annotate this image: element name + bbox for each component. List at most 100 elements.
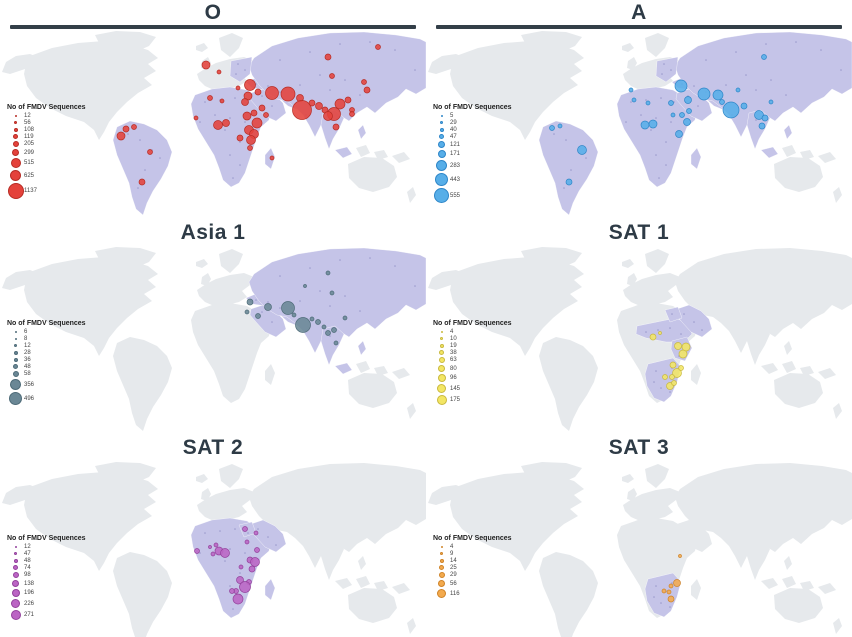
sequence-count-bubble xyxy=(303,284,307,288)
legend-swatch-cell xyxy=(7,344,24,348)
map-area: No of FMDV Sequences 4 10 19 38 63 80 96 145 175 xyxy=(426,246,852,435)
legend-value: 271 xyxy=(24,612,35,619)
country-marker-dot xyxy=(655,585,657,587)
sequence-count-bubble xyxy=(740,102,748,110)
sequence-count-bubble xyxy=(671,380,677,386)
legend-entry: 443 xyxy=(433,172,512,187)
legend-value: 356 xyxy=(24,381,35,388)
landmass xyxy=(392,583,410,594)
legend-value: 496 xyxy=(24,395,35,402)
sequence-count-bubble xyxy=(329,73,335,79)
legend-swatch-cell xyxy=(433,134,450,140)
country-marker-dot xyxy=(339,43,341,45)
legend-entry: 63 xyxy=(433,356,512,364)
legend-title: No of FMDV Sequences xyxy=(7,320,86,328)
legend-value: 443 xyxy=(450,176,461,183)
legend-circle-icon xyxy=(438,580,445,588)
legend-entries: 12 47 48 74 98 138 196 226 271 xyxy=(7,543,86,621)
landmass xyxy=(265,364,275,385)
legend-entry: 74 xyxy=(7,564,86,571)
legend-entry: 8 xyxy=(7,335,86,342)
sequence-count-bubble xyxy=(661,588,667,594)
legend-circle-icon xyxy=(10,379,21,391)
country-marker-dot xyxy=(271,105,273,107)
sequence-count-bubble xyxy=(244,539,250,545)
sequence-count-bubble xyxy=(758,122,766,130)
landmass xyxy=(356,145,370,157)
legend-circle-icon xyxy=(10,610,21,621)
legend-value: 29 xyxy=(450,119,457,126)
landmass xyxy=(747,541,770,580)
legend-swatch-cell xyxy=(7,149,24,157)
legend-entry: 196 xyxy=(7,588,86,598)
country-marker-dot xyxy=(247,532,249,534)
legend: No of FMDV Sequences 4 10 19 38 63 80 96 145 175 xyxy=(433,320,512,406)
highlighted-region xyxy=(690,147,702,170)
landmass xyxy=(356,576,370,588)
legend-value: 138 xyxy=(24,580,35,587)
legend-title: No of FMDV Sequences xyxy=(433,104,512,112)
legend-entries: 4 9 14 25 29 56 116 xyxy=(433,543,512,599)
legend-entry: 4 xyxy=(433,543,512,550)
sequence-count-bubble xyxy=(138,178,146,186)
legend-title: No of FMDV Sequences xyxy=(433,535,512,543)
sequence-count-bubble xyxy=(236,576,244,584)
legend-entry: 356 xyxy=(7,378,86,391)
country-marker-dot xyxy=(219,530,221,532)
legend-circle-icon xyxy=(9,392,22,406)
sequence-count-bubble xyxy=(219,98,225,104)
legend-value: 226 xyxy=(24,600,35,607)
legend-circle-icon xyxy=(12,580,19,588)
legend-swatch-cell xyxy=(7,379,24,391)
legend-value: 19 xyxy=(450,342,457,349)
country-marker-dot xyxy=(660,97,662,99)
sequence-count-bubble xyxy=(216,69,222,75)
legend-circle-icon xyxy=(440,114,443,117)
legend-value: 5 xyxy=(450,112,454,119)
map-area: No of FMDV Sequences 12 56 108 119 205 299 515… xyxy=(0,30,426,220)
country-marker-dot xyxy=(650,129,652,131)
country-marker-dot xyxy=(204,101,206,103)
legend-swatch-cell xyxy=(433,350,450,356)
country-marker-dot xyxy=(275,544,277,546)
sequence-count-bubble xyxy=(291,312,297,318)
legend-swatch-cell xyxy=(7,158,24,169)
panel-serotype-o: O No of FMDV Sequences 12 56 108 119 205 299 5… xyxy=(0,0,426,220)
legend-swatch-cell xyxy=(7,552,24,556)
country-marker-dot xyxy=(329,89,331,91)
landmass xyxy=(196,43,208,52)
country-marker-dot xyxy=(309,51,311,53)
landmass xyxy=(249,463,426,568)
country-marker-dot xyxy=(234,97,236,99)
legend-circle-icon xyxy=(438,357,445,364)
country-marker-dot xyxy=(670,69,672,71)
landmass xyxy=(113,552,172,637)
sequence-count-bubble xyxy=(768,99,774,105)
country-marker-dot xyxy=(671,582,673,584)
world-map xyxy=(2,247,426,431)
legend-entry: 5 xyxy=(433,112,512,119)
landmass xyxy=(196,474,208,483)
highlighted-region xyxy=(320,325,345,366)
country-marker-dot xyxy=(683,313,685,315)
legend: No of FMDV Sequences 12 47 48 74 98 138 196 226… xyxy=(7,535,86,621)
panel-title: Asia 1 xyxy=(180,221,246,244)
landmass xyxy=(391,504,404,523)
sequence-count-bubble xyxy=(251,117,263,129)
legend-circle-icon xyxy=(439,343,444,348)
legend-value: 116 xyxy=(450,590,460,597)
landmass xyxy=(818,368,836,379)
legend-entry: 56 xyxy=(7,119,86,126)
landmass xyxy=(622,259,634,268)
sequence-count-bubble xyxy=(232,593,244,605)
sequence-count-bubble xyxy=(210,551,216,557)
country-marker-dot xyxy=(299,300,301,302)
landmass xyxy=(374,150,388,160)
sequence-count-bubble xyxy=(263,112,269,118)
legend-entries: 4 10 19 38 63 80 96 145 175 xyxy=(433,328,512,406)
legend-circle-icon xyxy=(437,150,446,159)
landmass xyxy=(219,464,243,488)
legend-swatch-cell xyxy=(7,134,24,140)
sequence-count-bubble xyxy=(248,565,256,573)
sequence-count-bubble xyxy=(678,554,682,558)
